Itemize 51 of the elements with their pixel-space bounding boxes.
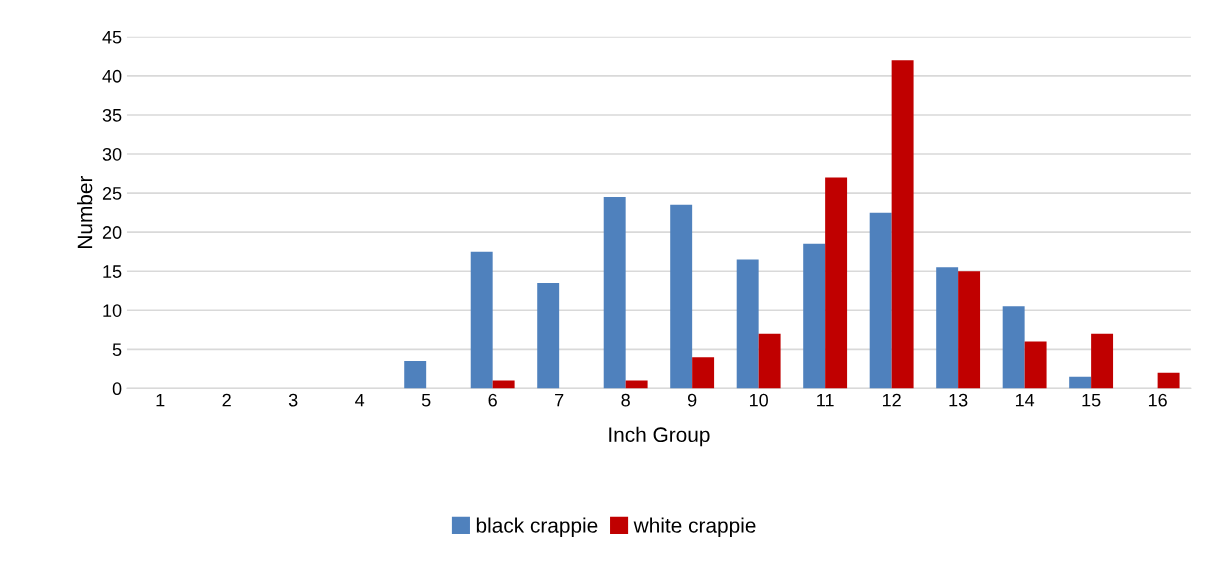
- y-tick-label: 25: [102, 187, 122, 200]
- x-tick-label: 8: [621, 393, 630, 407]
- x-tick-label: 3: [288, 393, 298, 407]
- bar: [1069, 376, 1092, 389]
- y-tick-label: 45: [102, 30, 122, 44]
- x-tick-label: 2: [222, 393, 231, 407]
- y-tick-label: 15: [103, 265, 122, 278]
- x-tick-label: 10: [749, 393, 768, 407]
- bar: [758, 333, 781, 389]
- bar: [470, 251, 493, 389]
- bar: [1024, 341, 1047, 389]
- bar: [891, 60, 914, 389]
- legend-label: black crappie: [476, 517, 598, 537]
- x-tick-label: 12: [882, 393, 901, 407]
- y-tick-label: 10: [103, 304, 122, 317]
- bar: [825, 177, 848, 389]
- x-tick-label: 9: [687, 393, 697, 407]
- y-tick-label: 40: [102, 69, 122, 83]
- x-tick-label: 14: [1015, 393, 1035, 407]
- x-tick-label: 11: [817, 393, 834, 407]
- x-tick-label: 15: [1082, 393, 1101, 407]
- y-axis-title: Number: [77, 175, 93, 248]
- bar: [1091, 333, 1114, 389]
- bar: [736, 259, 759, 389]
- x-tick-label: 16: [1148, 393, 1167, 407]
- y-tick-label: 20: [102, 226, 122, 239]
- x-axis-title: Inch Group: [609, 426, 710, 447]
- bar: [670, 204, 693, 389]
- x-tick-label: 5: [421, 393, 431, 407]
- x-tick-label: 6: [488, 393, 497, 407]
- x-tick-label: 13: [949, 393, 968, 407]
- legend-label: white crappie: [633, 517, 756, 537]
- bar: [869, 212, 892, 389]
- bar: [625, 380, 648, 389]
- x-tick-label: 4: [355, 393, 365, 407]
- bar: [936, 267, 959, 389]
- bar: [803, 243, 826, 389]
- bar: [1002, 306, 1025, 389]
- bar: [692, 357, 715, 389]
- bar: [404, 361, 427, 389]
- y-tick-label: 0: [112, 382, 122, 396]
- y-tick-label: 5: [112, 343, 122, 357]
- x-tick-label: 7: [555, 393, 564, 407]
- bar: [1157, 372, 1180, 389]
- bar: [603, 197, 626, 389]
- bar: [492, 380, 515, 389]
- bar: [537, 282, 560, 389]
- y-tick-label: 35: [102, 108, 122, 122]
- y-tick-label: 30: [102, 147, 122, 161]
- bar: [958, 271, 981, 389]
- x-tick-label: 1: [156, 393, 165, 407]
